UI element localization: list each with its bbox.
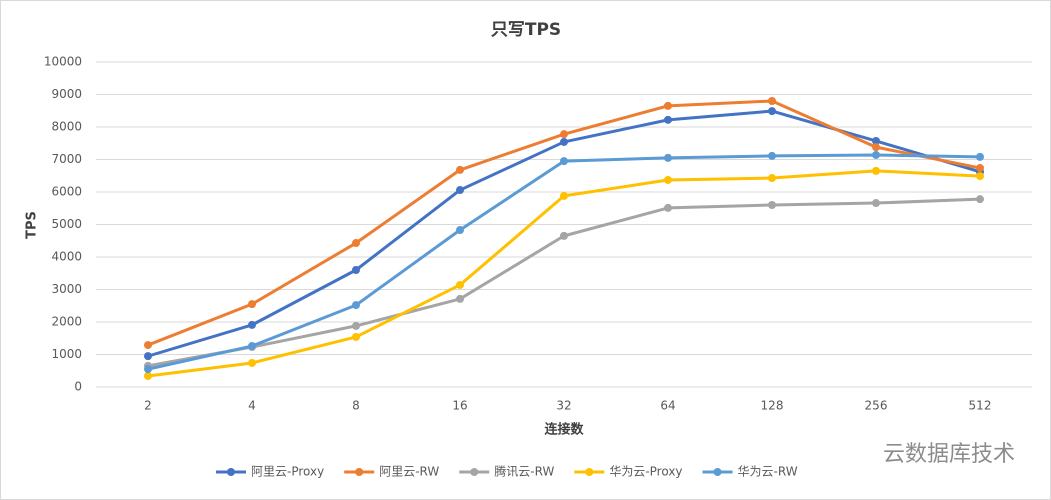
x-tick-label: 32: [556, 399, 571, 413]
data-point: [456, 186, 464, 195]
data-point: [664, 203, 672, 212]
data-point: [248, 320, 256, 329]
data-point: [352, 239, 360, 248]
data-point: [560, 231, 568, 240]
data-point: [664, 101, 672, 110]
y-tick-label: 3000: [51, 282, 82, 296]
y-tick-label: 0: [74, 380, 82, 394]
x-tick-label: 16: [452, 399, 467, 413]
legend-marker: [585, 468, 594, 476]
data-point: [456, 226, 464, 235]
data-point: [248, 358, 256, 367]
legend-label: 华为云-RW: [738, 465, 798, 479]
chart-title: 只写TPS: [491, 20, 561, 40]
data-point: [352, 266, 360, 274]
legend-label: 华为云-Proxy: [609, 465, 682, 479]
legend-marker: [227, 468, 235, 476]
data-point: [768, 174, 776, 183]
data-point: [664, 153, 672, 162]
data-point: [144, 341, 152, 350]
x-tick-label: 256: [865, 399, 888, 413]
legend-marker: [470, 468, 479, 476]
data-point: [560, 191, 568, 200]
data-point: [768, 151, 776, 160]
legend-marker: [713, 468, 722, 476]
x-tick-label: 8: [352, 399, 360, 413]
x-tick-label: 128: [761, 399, 784, 413]
y-tick-label: 2000: [51, 315, 82, 329]
data-point: [144, 371, 152, 380]
data-point: [664, 115, 672, 124]
data-point: [872, 166, 880, 175]
x-tick-label: 512: [969, 399, 992, 413]
data-point: [248, 300, 256, 309]
data-point: [352, 301, 360, 310]
data-point: [976, 152, 984, 161]
data-point: [560, 130, 568, 139]
y-tick-label: 7000: [51, 152, 82, 166]
x-tick-label: 4: [248, 399, 256, 413]
data-point: [456, 165, 464, 174]
watermark: 云数据库技术: [883, 442, 1015, 467]
x-axis-label: 连接数: [544, 422, 584, 438]
data-point: [872, 150, 880, 159]
y-tick-label: 1000: [51, 347, 82, 361]
legend-label: 阿里云-Proxy: [251, 465, 324, 479]
data-point: [872, 199, 880, 208]
data-point: [872, 143, 880, 152]
y-tick-label: 8000: [51, 120, 82, 134]
data-point: [456, 294, 464, 303]
y-tick-label: 9000: [51, 87, 82, 101]
x-tick-label: 2: [144, 399, 152, 413]
data-point: [664, 175, 672, 184]
y-tick-label: 4000: [51, 250, 82, 264]
data-point: [248, 342, 256, 351]
y-tick-label: 5000: [51, 217, 82, 231]
x-tick-label: 64: [660, 399, 675, 413]
data-point: [144, 365, 152, 374]
data-point: [768, 201, 776, 209]
data-point: [768, 97, 776, 105]
legend-label: 阿里云-RW: [379, 465, 439, 479]
data-point: [352, 332, 360, 341]
data-point: [560, 157, 568, 166]
data-point: [456, 280, 464, 289]
y-tick-label: 6000: [51, 185, 82, 199]
data-point: [352, 321, 360, 330]
data-point: [976, 172, 984, 181]
data-point: [872, 136, 880, 145]
data-point: [976, 163, 984, 172]
legend-label: 腾讯云-RW: [494, 464, 554, 479]
y-tick-label: 10000: [44, 55, 82, 69]
data-point: [144, 352, 152, 361]
data-point: [768, 107, 776, 116]
data-point: [976, 195, 984, 204]
y-axis-label: TPS: [25, 211, 40, 239]
legend-marker: [355, 468, 364, 476]
data-point: [560, 137, 568, 146]
